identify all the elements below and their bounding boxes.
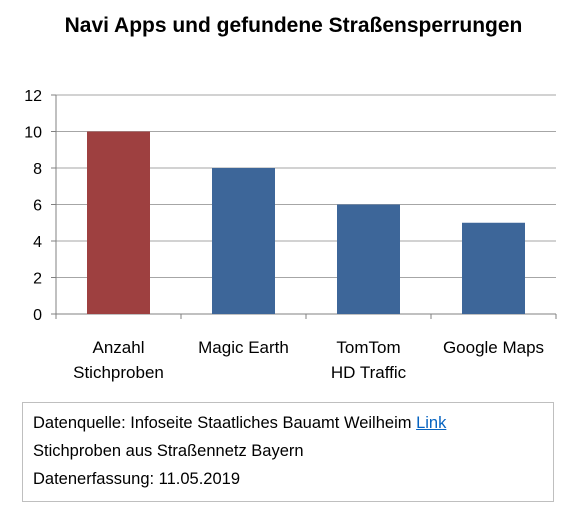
y-tick-label: 6 — [33, 198, 42, 215]
source-text: Datenquelle: Infoseite Staatliches Bauam… — [33, 414, 417, 432]
y-tick-labels: 0 2 4 6 8 10 12 — [24, 88, 42, 324]
bars — [87, 131, 525, 314]
category-label: Stichproben — [73, 363, 164, 382]
bar — [212, 168, 275, 314]
source-line: Datenquelle: Infoseite Staatliches Bauam… — [33, 409, 553, 437]
category-label: Magic Earth — [198, 338, 289, 357]
y-tick-label: 12 — [24, 88, 42, 105]
source-link[interactable]: Link — [416, 414, 447, 432]
y-tick-label: 0 — [33, 307, 42, 324]
y-tick-label: 8 — [33, 161, 42, 178]
chart-title: Navi Apps und gefundene Straßensperrunge… — [64, 14, 523, 37]
category-label: Google Maps — [443, 338, 544, 357]
source-box: Datenquelle: Infoseite Staatliches Bauam… — [22, 402, 554, 502]
y-tick-label: 10 — [24, 125, 42, 142]
collection-date: Datenerfassung: 11.05.2019 — [33, 470, 241, 488]
bar — [337, 204, 400, 314]
bar — [87, 131, 150, 314]
category-label: TomTom — [336, 338, 400, 357]
category-label: Anzahl — [93, 338, 145, 357]
bar-chart: 0 2 4 6 8 10 12 Anzahl Stichproben Magic Earth To… — [24, 88, 557, 382]
category-labels: Anzahl Stichproben Magic Earth TomTom HD Tra… — [73, 338, 544, 382]
category-label: HD Traffic — [331, 363, 407, 382]
bar — [462, 222, 525, 314]
sample-note: Stichproben aus Straßennetz Bayern — [33, 442, 304, 460]
y-tick-label: 2 — [33, 271, 42, 288]
y-tick-label: 4 — [33, 234, 42, 251]
